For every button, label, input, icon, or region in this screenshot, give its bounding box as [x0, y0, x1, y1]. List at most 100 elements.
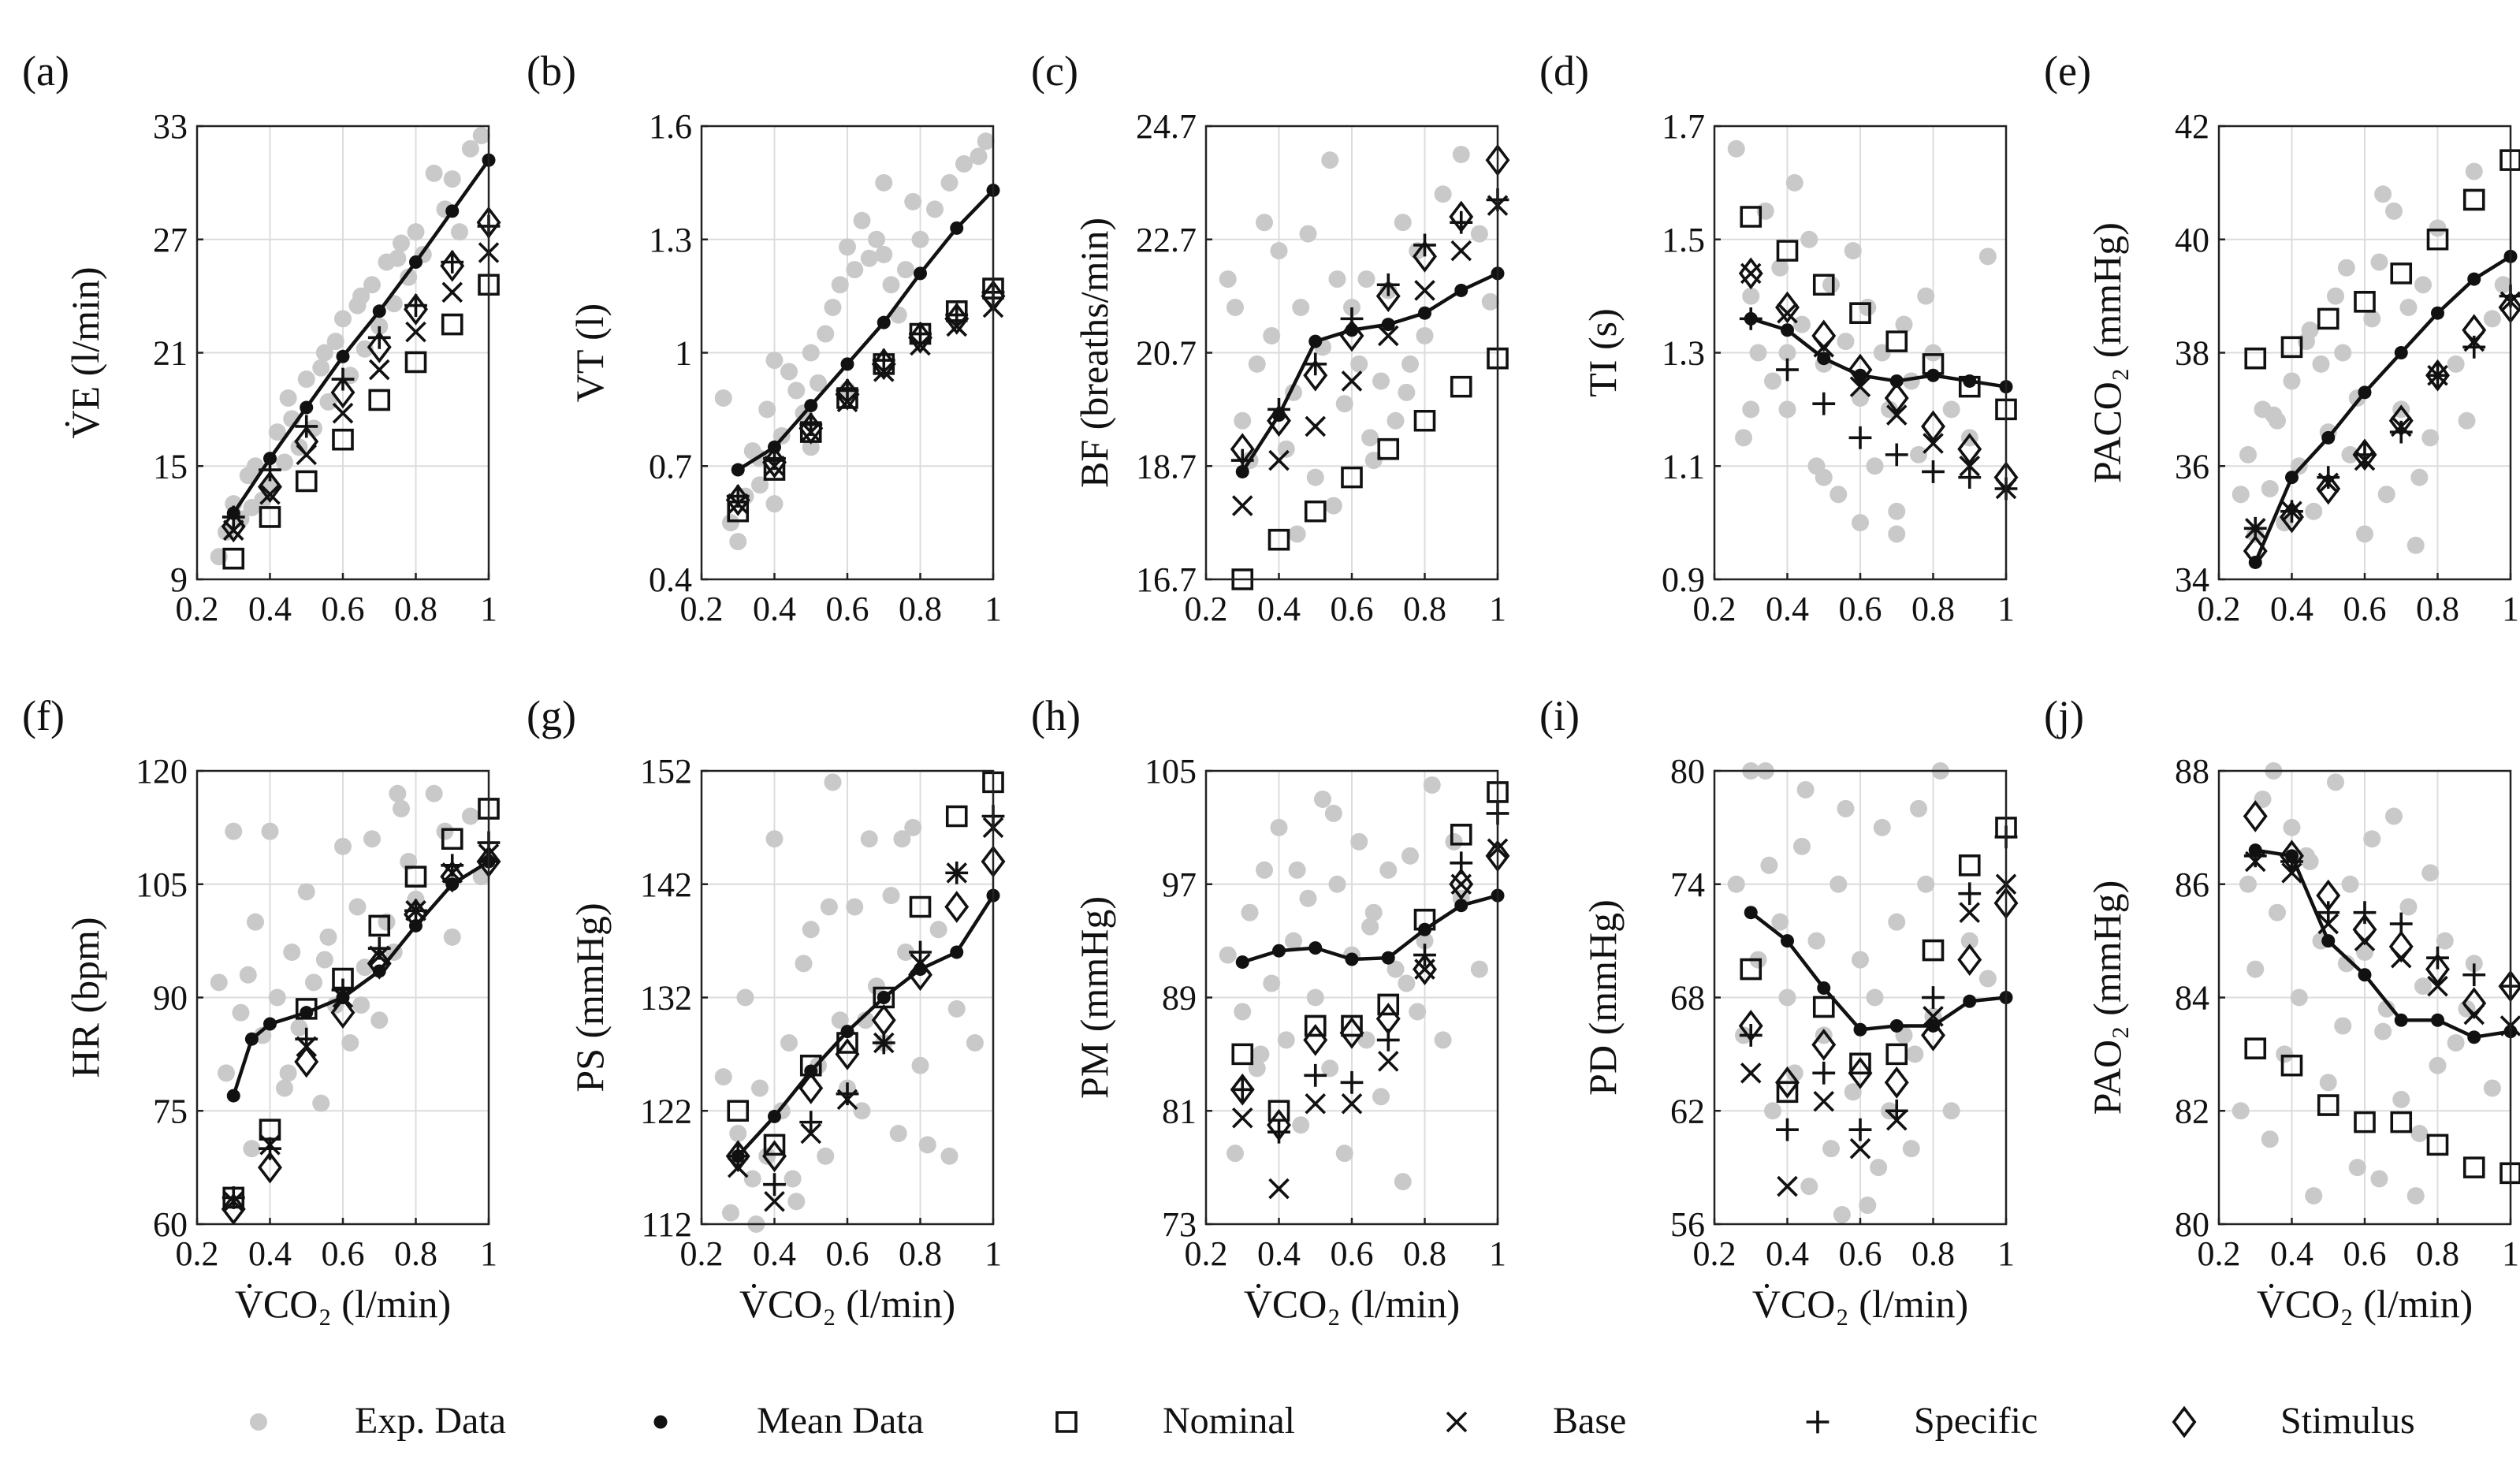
- mean-data-point: [2321, 934, 2336, 948]
- nominal-marker: [1450, 824, 1472, 846]
- y-tick-label: 84: [2175, 979, 2209, 1018]
- specific-marker: [441, 854, 464, 877]
- exp-data-point: [839, 238, 856, 256]
- exp-data-point: [2399, 299, 2418, 316]
- base-marker: [1740, 1063, 1762, 1084]
- y-tick-label: 86: [2175, 865, 2209, 904]
- x-tick-label: 1: [1489, 590, 1506, 628]
- mean-data-line: [737, 188, 995, 471]
- exp-data-point: [319, 393, 337, 411]
- exp-data-point: [1394, 214, 1412, 232]
- x-tick-label: 0.4: [753, 590, 796, 628]
- y-tick-label: 40: [2175, 221, 2209, 259]
- stimulus-marker: [294, 1045, 319, 1078]
- mean-data-point: [877, 991, 891, 1004]
- exp-data-point: [758, 400, 776, 419]
- y-tick-label: 15: [153, 447, 188, 486]
- exp-data-point: [722, 1204, 739, 1222]
- nominal-marker: [1885, 330, 1908, 352]
- exp-data-point: [977, 132, 995, 151]
- exp-data-point: [283, 944, 301, 961]
- exp-data-point: [787, 1193, 806, 1211]
- nominal-marker: [368, 914, 391, 937]
- exp-data-point: [1470, 960, 1488, 978]
- stimulus-marker: [1848, 1056, 1873, 1089]
- stimulus-marker: [367, 947, 392, 980]
- exp-data-point: [1270, 818, 1288, 836]
- stimulus-marker: [1957, 944, 1982, 976]
- exp-data-point: [868, 230, 885, 248]
- exp-data-point: [904, 818, 922, 836]
- mean-data-point: [445, 204, 460, 218]
- exp-data-point: [1481, 292, 1499, 311]
- exp-data-point: [312, 1094, 330, 1112]
- nominal-marker: [1413, 409, 1436, 432]
- exp-data-point: [1423, 776, 1441, 794]
- specific-marker: [1376, 273, 1400, 296]
- panel-letter: (f): [22, 692, 65, 739]
- y-tick-label: 0.7: [649, 447, 692, 486]
- exp-data-point: [1764, 372, 1781, 390]
- exp-data-point: [1263, 974, 1281, 992]
- exp-data-point: [2370, 1170, 2388, 1188]
- exp-data-point: [889, 1125, 907, 1142]
- exp-data-point: [780, 363, 798, 381]
- stimulus-marker: [944, 302, 970, 335]
- exp-data-point: [751, 1079, 769, 1097]
- exp-data-point: [1815, 468, 1833, 486]
- mean-data-point: [2431, 1013, 2444, 1027]
- legend-exp-symbol: [250, 1413, 267, 1431]
- nominal-marker: [2426, 1133, 2449, 1156]
- exp-data-point: [729, 533, 747, 551]
- specific-marker: [259, 458, 281, 482]
- mean-data-line: [1749, 910, 2007, 1032]
- stimulus-marker: [908, 958, 932, 992]
- exp-data-point: [2410, 1125, 2429, 1142]
- stimulus-marker: [1811, 1029, 1837, 1061]
- x-tick-label: 0.6: [1839, 590, 1882, 628]
- stimulus-marker: [1230, 1073, 1255, 1106]
- exp-data-point: [334, 310, 352, 328]
- exp-data-point: [1256, 214, 1273, 232]
- stimulus-marker: [404, 293, 428, 326]
- x-tick-label: 0.6: [2343, 590, 2387, 628]
- exp-data-point: [2269, 903, 2286, 921]
- exp-data-point: [1778, 400, 1796, 419]
- nominal-marker: [1812, 996, 1835, 1018]
- exp-data-point: [780, 1034, 798, 1052]
- exp-data-point: [1234, 1003, 1252, 1021]
- exp-data-point: [225, 822, 243, 840]
- nominal-marker: [1413, 908, 1436, 931]
- exp-data-point: [1306, 468, 1324, 486]
- exp-data-point: [758, 1147, 776, 1165]
- y-tick-label: 56: [1670, 1205, 1705, 1244]
- y-tick-label: 22.7: [1136, 221, 1197, 259]
- exp-data-point: [1292, 1116, 1310, 1134]
- nominal-marker: [2244, 1037, 2267, 1059]
- specific-marker: [1812, 392, 1836, 415]
- base-marker: [1777, 302, 1798, 324]
- nominal-marker: [332, 428, 354, 451]
- y-axis-label: HR (bpm): [63, 917, 107, 1078]
- exp-data-point: [926, 200, 944, 218]
- exp-data-point: [2341, 445, 2359, 463]
- x-tick-label: 0.4: [248, 590, 292, 628]
- mean-data-point: [1381, 951, 1395, 965]
- exp-data-point: [897, 261, 914, 279]
- panel-e: 0.2 0.4 0.6 0.8 1 34 36 38 40 42 PACO₂ (mmHg) (e): [2044, 47, 2520, 628]
- x-tick-label: 0.8: [1403, 1234, 1446, 1273]
- x-tick-label: 0.6: [322, 590, 365, 628]
- y-tick-label: 0.4: [649, 560, 692, 599]
- stimulus-marker: [1449, 868, 1474, 901]
- specific-marker: [836, 1082, 859, 1106]
- panel-h: 0.2 0.4 0.6 0.8 1 73 81 89 97 105 PM (mmHg) (h) V̇CO…: [1031, 692, 1510, 1326]
- exp-data-point: [2283, 372, 2301, 390]
- exp-data-point: [714, 1068, 732, 1086]
- legend-mean-symbol: [653, 1415, 668, 1429]
- x-tick-label: 0.6: [2343, 1234, 2387, 1273]
- mean-data-point: [300, 1006, 314, 1020]
- exp-data-point: [2290, 988, 2308, 1007]
- y-tick-label: 42: [2175, 107, 2209, 146]
- exp-data-point: [1409, 1003, 1427, 1021]
- exp-data-point: [319, 928, 337, 946]
